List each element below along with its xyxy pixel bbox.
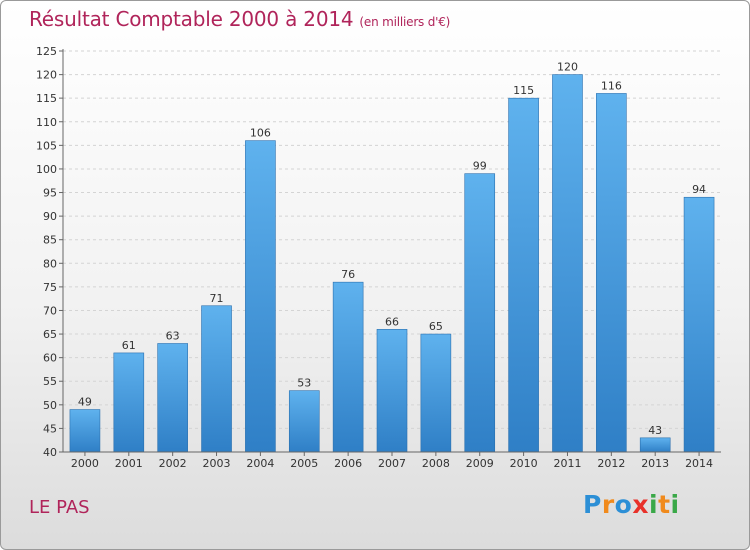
x-tick-label: 2000 [71,457,99,470]
logo-letter: i [670,490,680,519]
chart-title-text: Résultat Comptable 2000 à 2014 [29,7,354,31]
y-tick-label: 115 [36,92,57,105]
y-tick-label: 105 [36,139,57,152]
logo-letter: r [601,490,615,519]
y-tick-label: 110 [36,116,57,129]
y-tick-label: 45 [43,422,57,435]
x-tick-label: 2011 [553,457,581,470]
bar [157,343,188,453]
y-tick-label: 50 [43,399,57,412]
x-tick-label: 2006 [334,457,362,470]
x-tick-label: 2009 [466,457,494,470]
bar [552,74,583,453]
bar-value-label: 120 [557,61,578,74]
bar [464,173,496,453]
bar [596,93,627,453]
bar-value-label: 66 [385,315,399,328]
x-tick-label: 2003 [203,457,231,470]
y-tick-label: 60 [43,352,57,365]
bar-value-label: 115 [513,84,534,97]
bar-value-label: 76 [341,268,355,281]
logo-letter: o [614,490,633,519]
y-tick-label: 95 [43,187,57,200]
x-tick-label: 2012 [597,457,625,470]
chart-subtitle: (en milliers d'€) [359,15,451,29]
y-tick-label: 55 [43,375,57,388]
city-name: LE PAS [29,497,90,518]
x-axis: 2000 2001 2002 2003 2004 2005 2006 2007 2008 2009… [63,451,721,470]
logo-letter: P [583,490,602,519]
x-tick-label: 2002 [159,457,187,470]
x-tick-label: 2014 [685,457,713,470]
bar [639,437,671,453]
bar [376,329,408,453]
y-tick-label: 65 [43,328,57,341]
y-tick-label: 90 [43,210,57,223]
bar-value-label: 61 [122,339,136,352]
chart-title: Résultat Comptable 2000 à 2014 (en millie… [29,7,450,31]
logo-letter: x [632,490,649,519]
bar [508,97,539,453]
y-tick-label: 70 [43,304,57,317]
logo-letter: t [658,490,671,519]
bar [332,281,364,453]
bar [201,305,232,453]
y-tick-label: 100 [36,163,57,176]
bar [69,409,101,453]
y-axis: 40 45 50 55 60 65 70 75 80 85 90 95 100 105 110 115 120 1… [36,45,64,459]
x-tick-label: 2013 [641,457,669,470]
bar-value-label: 106 [250,127,271,140]
bar-value-label: 116 [601,79,622,92]
bars: 49 61 63 71 106 53 76 66 65 99 115 120 116 43 94 [69,61,715,453]
proxiti-logo: Proxiti [583,490,680,519]
bar-value-label: 65 [429,320,443,333]
y-tick-label: 85 [43,234,57,247]
bar-value-label: 53 [297,377,311,390]
logo-letter: i [649,490,659,519]
x-tick-label: 2010 [510,457,538,470]
bar-value-label: 99 [473,160,487,173]
bar-value-label: 71 [210,292,224,305]
bar-value-label: 43 [648,424,662,437]
y-tick-label: 40 [43,446,57,459]
bar [420,333,452,453]
x-tick-label: 2004 [246,457,274,470]
y-tick-label: 75 [43,281,57,294]
y-tick-label: 80 [43,257,57,270]
bar-value-label: 63 [166,329,180,342]
x-tick-label: 2008 [422,457,450,470]
bar-value-label: 49 [78,396,92,409]
x-tick-label: 2001 [115,457,143,470]
bar [288,390,320,453]
y-tick-label: 125 [36,45,57,58]
y-tick-label: 120 [36,69,57,82]
bar [683,196,715,453]
bar [245,140,276,453]
bar-value-label: 94 [692,183,706,196]
x-tick-label: 2005 [290,457,318,470]
x-tick-label: 2007 [378,457,406,470]
bar [113,352,145,453]
